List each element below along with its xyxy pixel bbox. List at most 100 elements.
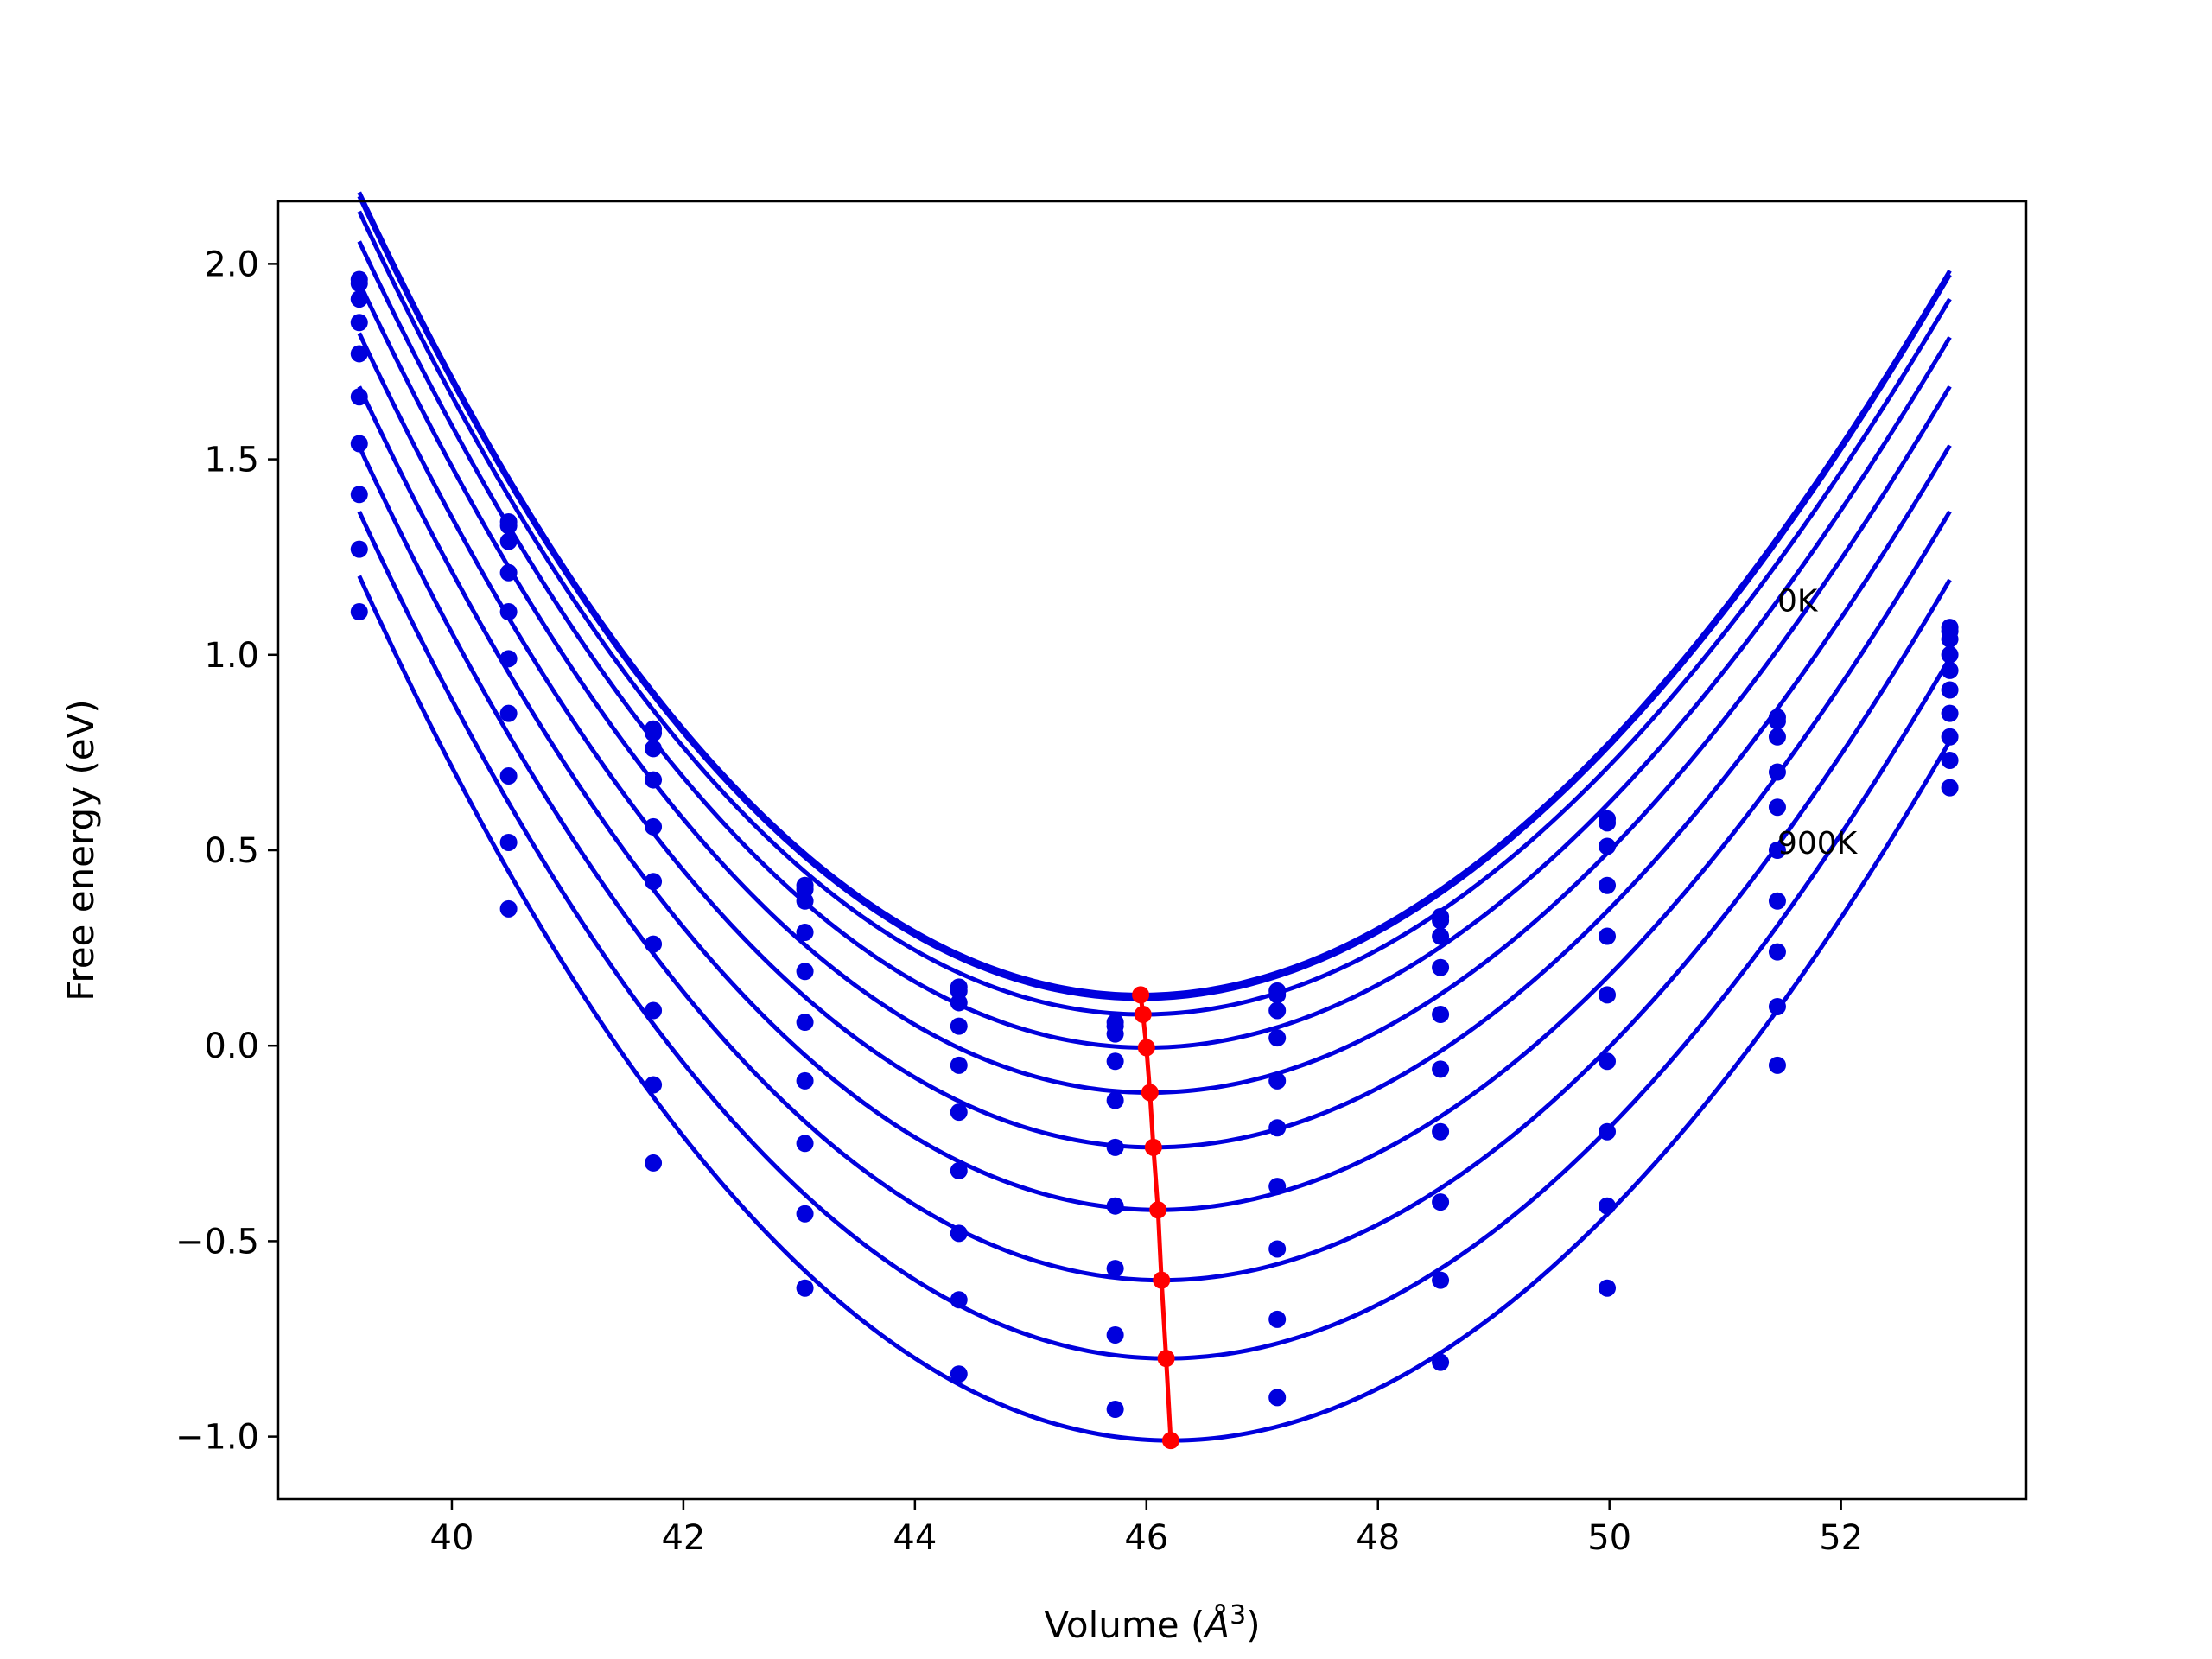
data-point-400K [1768, 798, 1786, 817]
data-point-600K [796, 1071, 814, 1090]
data-point-700K [1599, 1122, 1617, 1141]
data-point-100K [1268, 986, 1287, 1004]
data-point-400K [1106, 1091, 1124, 1109]
data-point-600K [1432, 1122, 1450, 1141]
x-axis-label: Volume (Å3) [1044, 1600, 1260, 1646]
data-point-800K [645, 1076, 663, 1094]
data-point-200K [950, 994, 968, 1012]
data-point-300K [499, 563, 518, 582]
data-point-100K [499, 517, 518, 535]
data-point-300K [350, 314, 368, 332]
x-tick-label: 50 [1587, 1518, 1631, 1558]
data-point-900K [1768, 1056, 1786, 1074]
data-point-900K [1599, 1279, 1617, 1297]
data-point-100K [645, 724, 663, 742]
data-point-800K [796, 1205, 814, 1223]
data-point-400K [950, 1056, 968, 1074]
data-point-400K [645, 817, 663, 836]
y-tick-label: 2.0 [204, 245, 259, 284]
data-point-300K [1432, 958, 1450, 976]
data-point-200K [350, 290, 368, 308]
data-point-900K [645, 1154, 663, 1172]
data-point-700K [1941, 728, 1959, 746]
data-point-300K [1106, 1052, 1124, 1071]
minimum-point [1153, 1271, 1171, 1289]
data-point-300K [1268, 1029, 1287, 1047]
data-point-200K [1268, 1001, 1287, 1020]
data-point-900K [499, 899, 518, 918]
data-point-500K [1268, 1119, 1287, 1137]
data-point-800K [950, 1291, 968, 1309]
data-point-800K [1768, 997, 1786, 1015]
data-point-600K [1106, 1197, 1124, 1215]
x-tick-label: 42 [661, 1518, 705, 1558]
annotation-900K: 900K [1777, 826, 1859, 861]
data-point-300K [1941, 645, 1959, 664]
data-point-900K [1106, 1400, 1124, 1418]
minimum-point [1161, 1432, 1179, 1450]
y-axis-label: Free energy (eV) [60, 699, 102, 1001]
minimum-point [1149, 1201, 1167, 1219]
data-point-700K [350, 486, 368, 504]
data-point-500K [1432, 1060, 1450, 1078]
data-point-300K [796, 924, 814, 942]
plot-area [350, 191, 1959, 1450]
data-point-100K [1768, 712, 1786, 730]
minimum-point [1144, 1138, 1162, 1156]
data-point-500K [1941, 681, 1959, 699]
minimum-point [1132, 986, 1150, 1004]
data-point-600K [645, 935, 663, 953]
annotations: 0K 900K [1777, 583, 1859, 861]
minimum-point [1134, 1006, 1152, 1024]
fit-curve-800K [357, 511, 1952, 1361]
data-point-400K [1432, 1006, 1450, 1024]
data-point-700K [950, 1224, 968, 1243]
data-point-900K [1268, 1389, 1287, 1407]
data-point-600K [1268, 1178, 1287, 1196]
data-point-500K [1768, 842, 1786, 859]
data-point-700K [796, 1135, 814, 1153]
data-point-400K [1941, 661, 1959, 679]
data-point-600K [950, 1161, 968, 1179]
data-point-400K [796, 963, 814, 981]
data-point-900K [350, 603, 368, 621]
data-point-200K [499, 532, 518, 550]
annotation-0K: 0K [1777, 583, 1819, 619]
data-point-800K [499, 833, 518, 851]
x-tick-label: 48 [1356, 1518, 1400, 1558]
axis-ticks: 40 42 44 46 48 50 52 −1.0 −0.5 0.0 0.5 1.0 1.5 2.0 [175, 245, 1863, 1558]
data-point-100K [1599, 814, 1617, 832]
x-tick-label: 44 [893, 1518, 937, 1558]
fit-curve-200K [357, 210, 1952, 1017]
data-point-800K [1941, 751, 1959, 769]
data-point-700K [1768, 943, 1786, 961]
data-point-900K [1941, 779, 1959, 797]
data-point-200K [1432, 927, 1450, 945]
data-point-300K [1768, 763, 1786, 781]
data-point-700K [1432, 1193, 1450, 1211]
data-point-300K [645, 771, 663, 789]
data-point-900K [950, 1365, 968, 1383]
data-point-500K [796, 1014, 814, 1032]
minimum-point [1157, 1350, 1175, 1368]
data-point-800K [1106, 1325, 1124, 1344]
data-point-800K [350, 540, 368, 558]
data-point-800K [1268, 1310, 1287, 1328]
y-tick-label: 1.0 [204, 636, 259, 676]
data-point-700K [645, 1001, 663, 1020]
y-tick-label: 0.0 [204, 1027, 259, 1066]
data-point-900K [1432, 1353, 1450, 1371]
data-point-100K [350, 275, 368, 293]
minimum-point [1137, 1039, 1155, 1057]
y-tick-label: −1.0 [175, 1418, 259, 1458]
y-tick-label: 0.5 [204, 831, 259, 871]
data-point-200K [645, 740, 663, 758]
data-point-500K [499, 650, 518, 668]
y-tick-label: 1.5 [204, 441, 259, 480]
fit-curve-0K [357, 191, 1952, 997]
data-point-100K [1432, 912, 1450, 930]
data-point-600K [499, 704, 518, 722]
data-point-200K [1106, 1025, 1124, 1043]
data-point-400K [1599, 927, 1617, 945]
